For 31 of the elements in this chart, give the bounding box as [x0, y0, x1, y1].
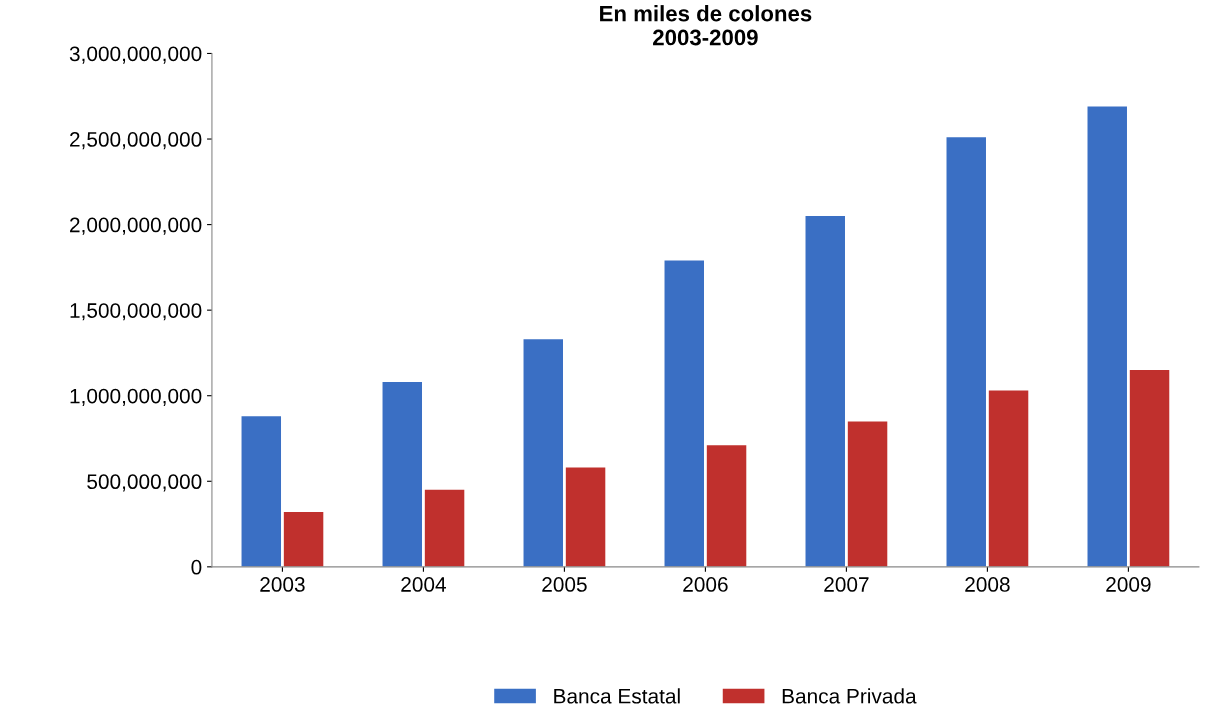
bar [283, 512, 324, 567]
bar [1129, 370, 1170, 567]
y-tick-label: 500,000,000 [87, 474, 202, 492]
bar [664, 260, 704, 567]
legend-label: Banca Estatal [554, 688, 680, 704]
bar [946, 137, 986, 567]
x-tick-label: 2008 [965, 577, 1010, 592]
y-tick-label: 1,500,000,000 [70, 303, 202, 321]
y-tick-label: 0 [191, 559, 202, 575]
bar [706, 445, 747, 567]
y-tick-label: 2,500,000,000 [70, 132, 202, 150]
x-tick-label: 2005 [542, 577, 587, 592]
bar [1087, 106, 1127, 567]
legend-label: Banca Privada [782, 688, 917, 704]
x-tick-label: 2003 [260, 577, 305, 592]
x-tick-label: 2007 [824, 577, 869, 592]
y-tick-label: 1,000,000,000 [70, 388, 202, 406]
x-tick-label: 2009 [1106, 577, 1151, 592]
bar [241, 416, 282, 567]
bar [847, 421, 888, 567]
bar [382, 382, 423, 567]
bar [988, 390, 1029, 567]
bar [523, 339, 563, 567]
x-tick-label: 2004 [401, 577, 446, 592]
chart-title: En miles de colones 2003-2009 [600, 5, 812, 46]
y-tick-label: 2,000,000,000 [70, 217, 202, 235]
bar [565, 467, 606, 567]
bar [805, 216, 845, 567]
bar [424, 489, 465, 567]
x-tick-label: 2006 [683, 577, 728, 592]
y-tick-label: 3,000,000,000 [69, 46, 202, 64]
